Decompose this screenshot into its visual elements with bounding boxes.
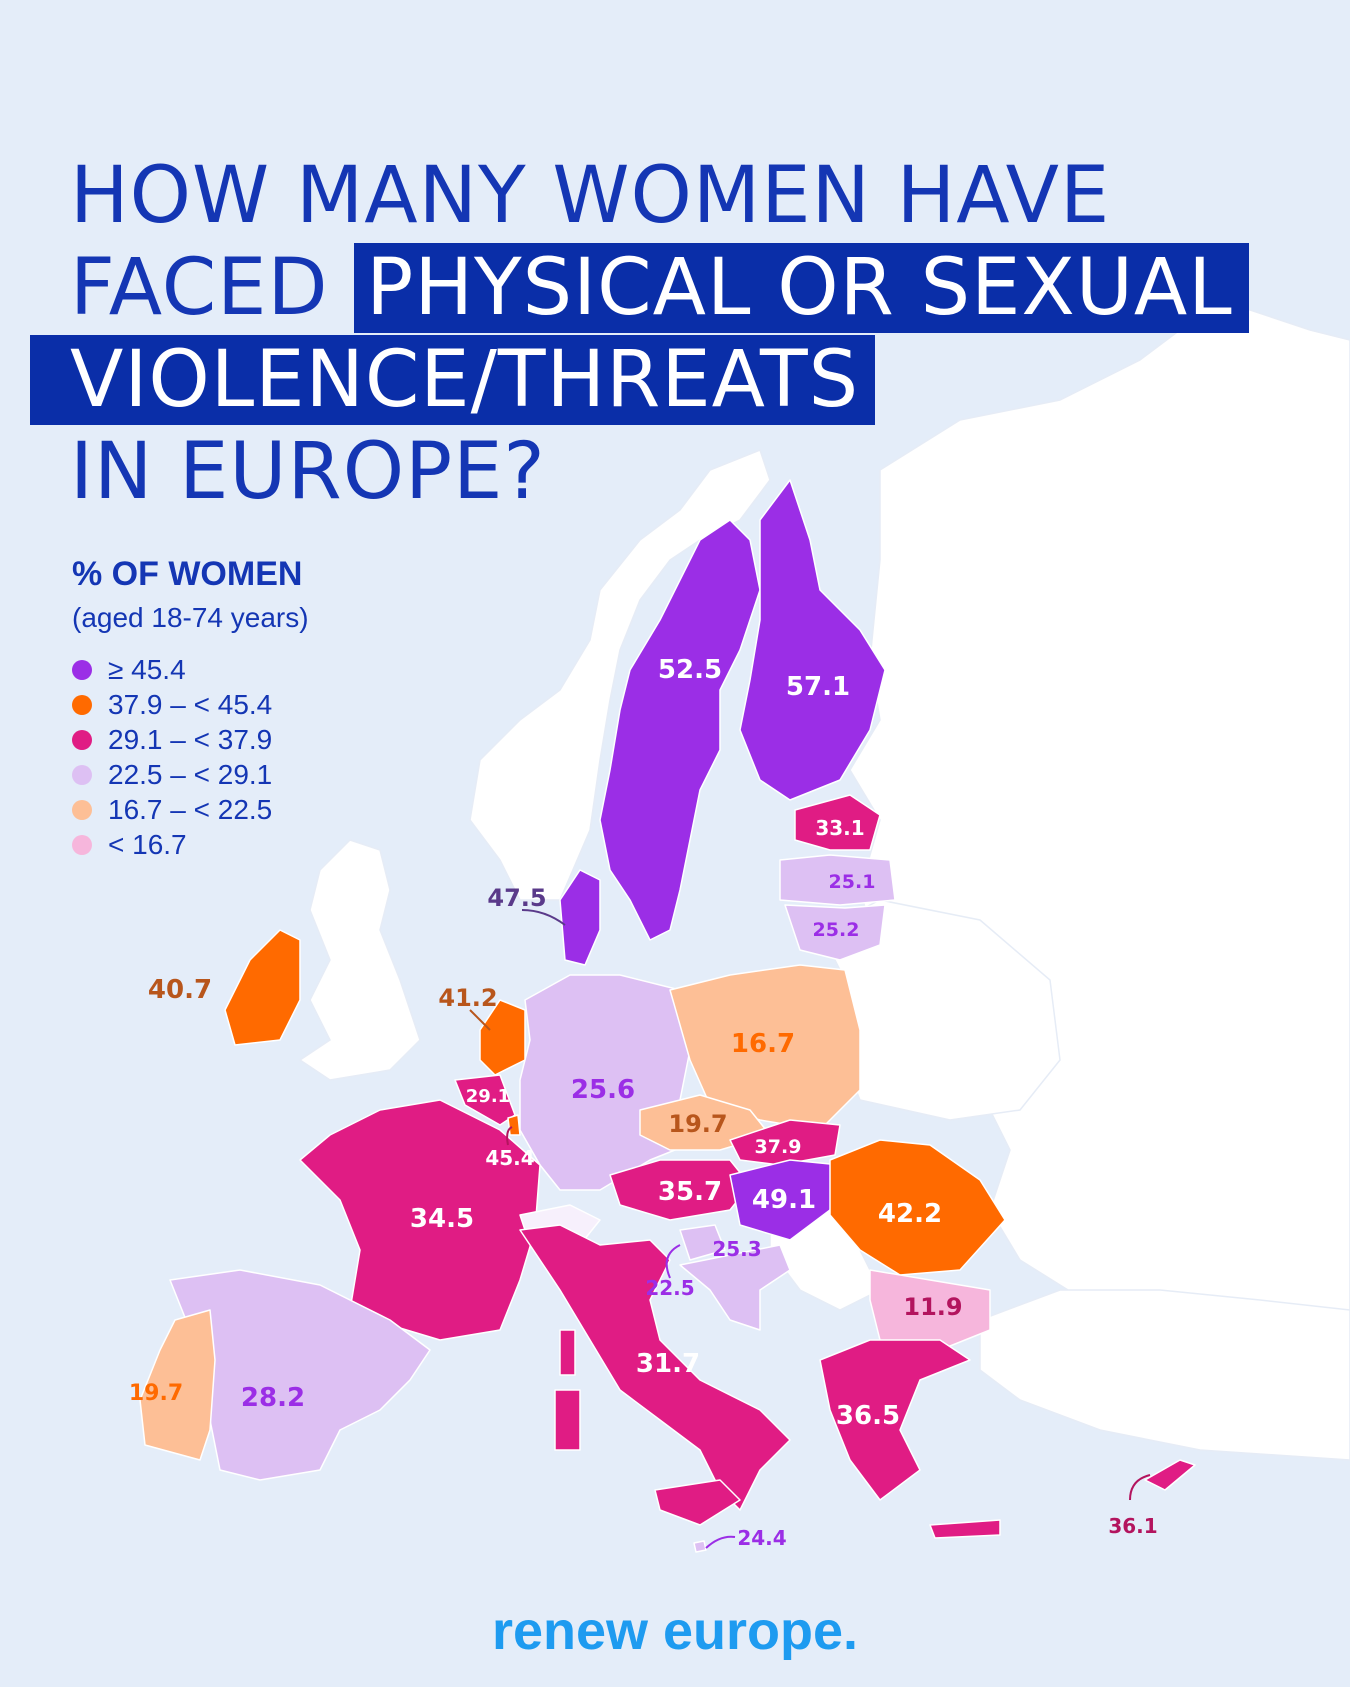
- legend-item: 29.1 – < 37.9: [72, 722, 309, 757]
- label-latvia: 25.1: [829, 871, 876, 893]
- france-region: [299, 1099, 541, 1341]
- malta-region: [693, 1540, 707, 1553]
- title-line-4: IN EUROPE?: [70, 427, 546, 517]
- label-austria: 35.7: [658, 1177, 722, 1207]
- denmark-region: [559, 869, 601, 966]
- label-portugal: 19.7: [129, 1381, 183, 1406]
- label-belgium: 29.1: [466, 1086, 510, 1107]
- legend-item-label: ≥ 45.4: [108, 653, 186, 685]
- ireland-region: [224, 929, 301, 1046]
- sweden-region: [599, 519, 761, 941]
- cyprus-leader: [1129, 1474, 1151, 1501]
- latvia-region: [779, 854, 896, 906]
- eu-countries: [139, 479, 1196, 1553]
- label-denmark: 47.5: [487, 884, 546, 912]
- greece-region: [819, 1339, 971, 1501]
- label-cyprus: 36.1: [1108, 1514, 1157, 1538]
- label-bulgaria: 11.9: [903, 1293, 962, 1321]
- label-spain: 28.2: [241, 1383, 305, 1413]
- croatia-region: [679, 1244, 791, 1331]
- title-line-3-highlight: VIOLENCE/THREATS: [30, 335, 876, 425]
- legend-item: ≥ 45.4: [72, 652, 309, 687]
- slovakia-region: [729, 1119, 841, 1166]
- romania-region: [829, 1139, 1006, 1276]
- legend-item-label: 29.1 – < 37.9: [108, 723, 273, 755]
- title-line-2-highlight: PHYSICAL OR SEXUAL: [354, 243, 1249, 333]
- finland-region: [739, 479, 886, 801]
- non-eu-land: [298, 299, 1350, 1461]
- bulgaria-region: [869, 1269, 991, 1351]
- legend: % OF WOMEN (aged 18-74 years) ≥ 45.4 37.9…: [72, 555, 309, 862]
- legend-subtitle: (aged 18-74 years): [72, 602, 309, 633]
- label-malta: 24.4: [737, 1526, 786, 1550]
- legend-items: ≥ 45.4 37.9 – < 45.4 29.1 – < 37.9 22.5 – <…: [72, 652, 309, 862]
- legend-item-label: 37.9 – < 45.4: [108, 688, 273, 720]
- label-hungary: 49.1: [752, 1185, 816, 1215]
- label-greece: 36.5: [836, 1401, 900, 1431]
- norway-land: [469, 449, 771, 901]
- poland-region: [669, 964, 861, 1131]
- legend-swatch: [72, 799, 92, 820]
- label-slovenia: 25.3: [712, 1237, 761, 1261]
- turkey-land: [979, 1289, 1350, 1461]
- value-labels: 52.5 57.1 33.1 25.1 25.2 47.5 40.7 41.2 …: [129, 655, 1158, 1550]
- legend-item-label: 22.5 – < 29.1: [108, 758, 273, 790]
- cyprus-region: [1144, 1459, 1196, 1491]
- portugal-region: [139, 1309, 216, 1461]
- title-line-1: HOW MANY WOMEN HAVE: [70, 151, 1111, 241]
- legend-swatch: [72, 834, 92, 855]
- netherlands-leader: [469, 1009, 491, 1031]
- italy-region: [519, 1224, 791, 1511]
- denmark-leader: [521, 909, 566, 926]
- legend-item: 37.9 – < 45.4: [72, 687, 309, 722]
- corsica-region: [559, 1329, 576, 1376]
- label-luxembourg: 45.4: [485, 1146, 534, 1170]
- label-czechia: 19.7: [668, 1110, 727, 1138]
- legend-swatch: [72, 764, 92, 785]
- label-germany: 25.6: [571, 1075, 635, 1105]
- legend-item: 22.5 – < 29.1: [72, 757, 309, 792]
- legend-swatch: [72, 659, 92, 680]
- legend-item: 16.7 – < 22.5: [72, 792, 309, 827]
- sardinia-region: [554, 1389, 581, 1451]
- brand-logo: renew europe.: [491, 1601, 859, 1661]
- legend-item-label: 16.7 – < 22.5: [108, 793, 273, 825]
- page-title: HOW MANY WOMEN HAVE FACED PHYSICAL OR SE…: [30, 150, 1249, 518]
- uk-land: [298, 839, 421, 1081]
- croatia-leader: [665, 1244, 681, 1279]
- label-estonia: 33.1: [815, 816, 864, 840]
- title-line-2: FACED PHYSICAL OR SEXUAL: [70, 242, 1249, 334]
- sicily-region: [654, 1479, 741, 1526]
- luxembourg-region: [507, 1114, 521, 1136]
- title-line-2-plain: FACED: [70, 243, 355, 333]
- leader-lines: [469, 909, 1151, 1549]
- legend-item-label: < 16.7: [108, 828, 187, 860]
- lithuania-region: [784, 904, 886, 961]
- title-line-3: VIOLENCE/THREATS: [30, 334, 1249, 426]
- legend-swatch: [72, 729, 92, 750]
- legend-title: % OF WOMEN: [72, 555, 303, 593]
- luxembourg-leader: [506, 1126, 513, 1146]
- crete-region: [929, 1519, 1001, 1539]
- label-finland: 57.1: [786, 672, 850, 702]
- slovenia-region: [679, 1224, 726, 1261]
- label-sweden: 52.5: [658, 655, 722, 685]
- estonia-region: [794, 794, 881, 851]
- label-poland: 16.7: [731, 1029, 795, 1059]
- label-lithuania: 25.2: [813, 919, 860, 941]
- label-ireland: 40.7: [148, 975, 212, 1005]
- label-slovakia: 37.9: [755, 1136, 802, 1158]
- label-netherlands: 41.2: [438, 984, 497, 1012]
- label-romania: 42.2: [878, 1199, 942, 1229]
- label-croatia: 22.5: [645, 1276, 694, 1300]
- legend-item: < 16.7: [72, 827, 309, 862]
- malta-leader: [705, 1535, 736, 1549]
- label-france: 34.5: [410, 1204, 474, 1234]
- legend-swatch: [72, 694, 92, 715]
- label-italy: 31.7: [636, 1349, 700, 1379]
